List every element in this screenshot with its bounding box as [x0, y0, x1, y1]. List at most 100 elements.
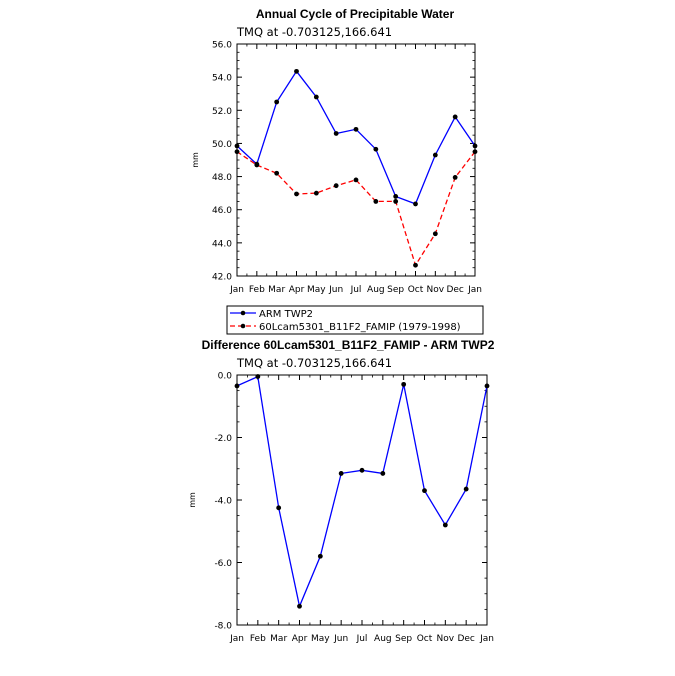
series-line-0 — [236, 375, 488, 609]
x-tick-label: Aug — [374, 634, 392, 644]
data-point — [373, 199, 379, 204]
data-point — [432, 152, 438, 158]
x-tick-label: Oct — [417, 634, 433, 644]
data-point — [452, 175, 458, 180]
data-point — [413, 201, 418, 207]
x-tick-label: Nov — [427, 285, 445, 295]
x-tick-label: Feb — [250, 634, 266, 644]
data-point — [353, 177, 359, 183]
x-tick-label: Oct — [408, 285, 424, 295]
x-tick-label: Jan — [229, 285, 244, 295]
data-point — [442, 522, 448, 528]
y-tick-label: -8.0 — [214, 622, 232, 632]
data-point — [413, 262, 418, 268]
y-tick-label: 56.0 — [212, 41, 232, 51]
series-line-0 — [236, 70, 476, 205]
data-point — [463, 486, 469, 492]
x-tick-label: Dec — [457, 634, 474, 644]
x-tick-label: Apr — [292, 634, 308, 644]
data-point — [359, 467, 365, 473]
x-tick-label: Jan — [467, 285, 482, 295]
legend: ARM TWP2 60Lcam5301_B11F2_FAMIP (1979-19… — [226, 305, 484, 335]
chart-subtitle: TMQ at -0.703125,166.641 — [236, 356, 392, 370]
difference-panel: Difference 60Lcam5301_B11F2_FAMIP - ARM … — [188, 338, 495, 644]
y-tick-label: 46.0 — [212, 206, 232, 216]
data-point — [254, 162, 260, 168]
y-tick-label: 54.0 — [212, 74, 232, 84]
series-group — [234, 68, 478, 268]
data-point — [313, 94, 319, 100]
data-point — [432, 231, 438, 237]
chart-title: Annual Cycle of Precipitable Water — [256, 7, 455, 21]
y-tick-label: 48.0 — [212, 173, 232, 183]
y-tick-label: 52.0 — [212, 107, 232, 117]
data-point — [333, 183, 339, 189]
series-line-1 — [236, 151, 476, 267]
data-point — [373, 146, 379, 152]
x-tick-label: Sep — [395, 634, 412, 644]
series-group — [234, 374, 490, 609]
x-tick-label: Jul — [356, 634, 368, 644]
data-point — [452, 114, 458, 120]
data-point — [484, 383, 490, 389]
data-point — [276, 505, 282, 511]
y-tick-label: 44.0 — [212, 239, 232, 249]
data-point — [274, 99, 280, 105]
data-point — [294, 191, 299, 197]
data-point — [294, 68, 299, 74]
data-point — [380, 471, 386, 476]
legend-label-model: 60Lcam5301_B11F2_FAMIP (1979-1998) — [259, 322, 461, 333]
data-point — [422, 488, 427, 494]
y-tick-label: 50.0 — [212, 140, 232, 150]
x-tick-label: Jun — [328, 285, 343, 295]
y-tick-label: -6.0 — [214, 559, 232, 569]
x-tick-label: Mar — [268, 285, 285, 295]
data-point — [353, 126, 359, 132]
data-point — [333, 131, 339, 136]
axes: Jan Feb Mar Apr May Jun Jul Aug Sep Oct Nov Dec Jan -… — [214, 372, 494, 645]
data-point — [234, 149, 240, 155]
x-tick-label: Nov — [437, 634, 455, 644]
chart-title: Difference 60Lcam5301_B11F2_FAMIP - ARM … — [202, 338, 495, 352]
legend-marker-model — [240, 323, 246, 329]
x-tick-label: Sep — [387, 285, 404, 295]
axes: Jan Feb Mar Apr May Jun Jul Aug Sep Oct Nov Dec Jan 4… — [212, 41, 482, 296]
y-axis-label: mm — [188, 492, 197, 508]
x-tick-label: Mar — [270, 634, 287, 644]
data-point — [472, 143, 478, 149]
data-point — [393, 199, 399, 204]
data-point — [297, 603, 302, 609]
legend-marker-arm — [240, 310, 246, 316]
data-point — [234, 143, 240, 149]
x-tick-label: Aug — [367, 285, 385, 295]
x-tick-label: Jun — [333, 634, 348, 644]
y-axis-label: mm — [191, 152, 200, 168]
data-point — [313, 190, 319, 196]
x-tick-label: Dec — [446, 285, 463, 295]
y-tick-label: 0.0 — [218, 372, 233, 382]
data-point — [317, 553, 323, 559]
legend-label-arm: ARM TWP2 — [259, 309, 313, 320]
plot-frame — [236, 43, 476, 277]
data-point — [472, 149, 478, 155]
y-tick-label: -4.0 — [214, 497, 232, 507]
x-tick-label: May — [307, 285, 326, 295]
x-tick-label: Feb — [249, 285, 265, 295]
x-tick-label: Apr — [289, 285, 305, 295]
annual-cycle-panel: Annual Cycle of Precipitable Water TMQ a… — [191, 7, 482, 295]
x-tick-label: Jul — [350, 285, 362, 295]
data-point — [274, 170, 280, 176]
y-tick-label: 42.0 — [212, 273, 232, 283]
x-tick-label: May — [311, 634, 330, 644]
x-tick-label: Jan — [479, 634, 494, 644]
data-point — [338, 471, 344, 476]
data-point — [234, 383, 240, 389]
legend-box — [226, 305, 484, 335]
x-tick-label: Jan — [229, 634, 244, 644]
data-point — [401, 381, 407, 387]
plot-frame — [236, 374, 488, 626]
data-point — [255, 374, 261, 379]
y-tick-label: -2.0 — [214, 434, 232, 444]
chart-subtitle: TMQ at -0.703125,166.641 — [236, 25, 392, 39]
